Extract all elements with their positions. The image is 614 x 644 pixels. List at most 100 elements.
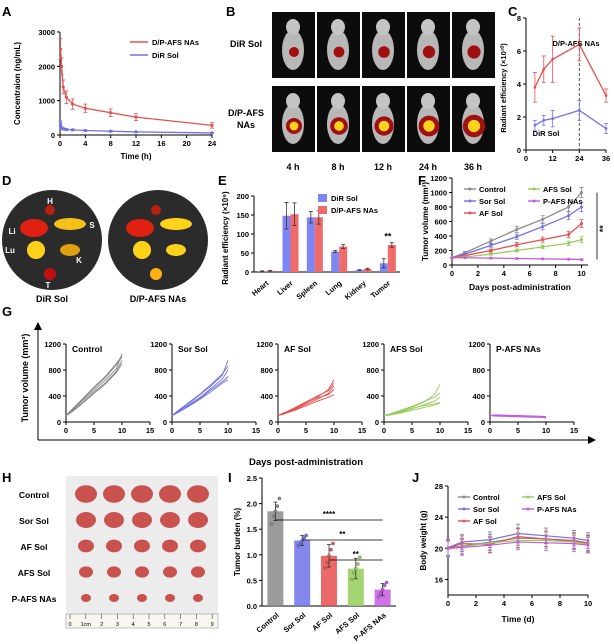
- y-tick-label: 16: [435, 575, 443, 584]
- tumor-specimen: [165, 594, 175, 602]
- legend-label: AF Sol: [473, 517, 497, 526]
- y-tick-label: 800: [260, 366, 273, 375]
- tumor-specimen: [193, 594, 203, 602]
- individual-curve: [65, 353, 123, 416]
- significance-label: **: [598, 225, 608, 233]
- tumor-specimen: [134, 539, 150, 553]
- significance-label: **: [353, 550, 360, 559]
- legend-marker: [468, 187, 472, 191]
- category-label: Tumor: [369, 279, 392, 301]
- tumor-specimen: [107, 566, 121, 578]
- data-point: [580, 258, 584, 262]
- organ-heart: [151, 205, 161, 215]
- x-tick-label: 2: [476, 269, 480, 278]
- legend-label: D/P-AFS NAs: [331, 206, 378, 215]
- data-point: [577, 43, 581, 46]
- individual-curve: [383, 392, 441, 416]
- data-point: [61, 127, 65, 131]
- x-tick-label: 20: [182, 139, 190, 148]
- legend-label: P-AFS NAs: [543, 197, 583, 206]
- replicate-point: [376, 595, 381, 599]
- panel-letter-b: B: [226, 4, 235, 19]
- organ-kidney: [60, 244, 80, 256]
- replicate-point: [358, 555, 362, 560]
- organ-tumor: [44, 268, 56, 280]
- legend-label: P-AFS NAs: [537, 505, 577, 514]
- axis-arrow-head: [34, 322, 42, 330]
- data-point: [567, 241, 571, 245]
- significance-label: ****: [323, 510, 336, 519]
- y-tick-label: 200: [236, 192, 249, 201]
- mouse-head: [376, 19, 390, 35]
- data-point: [567, 214, 571, 218]
- x-tick-label: 10: [584, 599, 592, 608]
- replicate-point: [273, 509, 278, 514]
- bar: [314, 217, 323, 272]
- tumor-specimen: [159, 485, 181, 503]
- series-line: [534, 43, 607, 96]
- legend-swatch: [318, 194, 327, 202]
- legend-marker: [468, 199, 472, 203]
- y-tick-label: 0: [163, 418, 167, 427]
- legend-marker: [526, 495, 530, 499]
- data-point: [71, 102, 75, 106]
- y-tick-label: 200: [434, 247, 447, 256]
- data-point: [64, 127, 68, 132]
- organ-spleen: [160, 218, 192, 230]
- legend-marker: [468, 211, 472, 215]
- legend-marker: [462, 495, 466, 499]
- data-point: [515, 227, 519, 231]
- subplot-title: AFS Sol: [390, 344, 423, 354]
- y-axis-title: Tumor burden (%): [233, 508, 242, 577]
- legend-marker: [526, 507, 530, 511]
- x-tick-label: 10: [542, 426, 550, 435]
- organ-label: Lu: [5, 246, 15, 255]
- x-tick-label: 10: [330, 426, 338, 435]
- panel-i: 0.0 0.5 1.0 1.5 2.0 2.5 Tumor burden (%) Contro…: [233, 474, 396, 643]
- data-point: [83, 106, 87, 110]
- data-point: [551, 57, 555, 61]
- y-axis-title: Concentraion (ng/mL): [13, 42, 22, 125]
- x-tick-label: 15: [146, 426, 154, 435]
- panel-f: 0 2 4 6 8 10 0 200 400 600 800 1000 1200 Days post-ad…: [421, 174, 608, 292]
- replicate-point: [380, 587, 385, 592]
- row-label: D/P-AFS: [228, 108, 264, 118]
- y-tick-label: 150: [236, 211, 249, 220]
- y-tick-label: 1000: [430, 189, 447, 198]
- panel-d-imaging: DiR Sol D/P-AFS NAs H Li S Lu K T: [2, 190, 208, 304]
- organ-tumor: [150, 268, 162, 280]
- fluorescence-signal: [467, 45, 481, 59]
- data-point: [577, 109, 581, 112]
- data-point: [64, 95, 68, 99]
- replicate-point: [327, 554, 331, 558]
- axis-arrow-head: [588, 436, 596, 444]
- category-label: Sor Sol: [282, 611, 308, 635]
- tumor-specimen: [76, 512, 96, 528]
- tumor-specimen: [160, 512, 180, 528]
- x-tick-label: 4: [83, 139, 88, 148]
- data-point: [541, 257, 545, 261]
- x-tick-label: 15: [464, 426, 472, 435]
- ruler: [65, 613, 219, 629]
- y-axis-title: Tumor volume (mm³): [20, 334, 30, 423]
- replicate-point: [352, 570, 356, 575]
- data-point: [541, 225, 545, 229]
- organ-label: Li: [8, 227, 15, 236]
- fluorescence-core: [289, 121, 299, 131]
- legend-label: DiR Sol: [331, 194, 358, 203]
- y-tick-label: 400: [48, 392, 61, 401]
- tumor-specimen: [137, 594, 147, 602]
- y-tick-label: 28: [435, 482, 443, 491]
- replicate-point: [275, 504, 280, 508]
- replicate-point: [304, 533, 308, 538]
- y-tick-label: 400: [472, 392, 485, 401]
- y-tick-label: 800: [472, 366, 485, 375]
- panel-letter-f: F: [418, 173, 426, 188]
- category-label: AF Sol: [310, 611, 334, 633]
- significance-label: **: [339, 530, 346, 539]
- panel-letter-d: D: [2, 173, 11, 188]
- tumor-specimen: [163, 566, 177, 578]
- data-point: [580, 205, 584, 209]
- bar: [339, 246, 348, 272]
